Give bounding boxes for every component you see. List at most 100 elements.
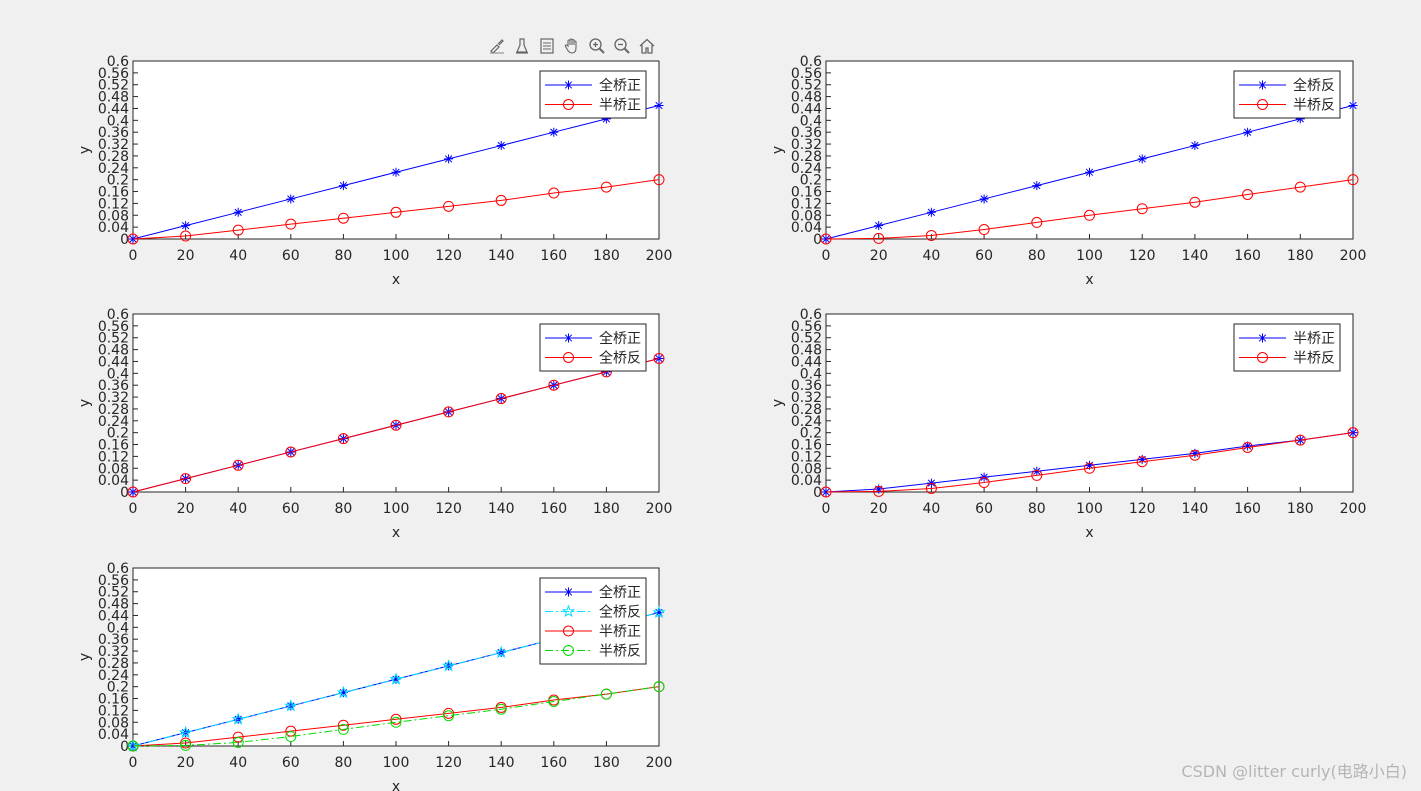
x-tick-label: 140 [488, 755, 515, 771]
y-tick-label: 0.44 [98, 608, 129, 624]
y-tick-label: 0.2 [800, 426, 822, 442]
zoom-out-button[interactable] [611, 36, 633, 56]
y-tick-label: 0.44 [791, 101, 822, 117]
x-tick-label: 100 [383, 248, 410, 264]
y-tick-label: 0.24 [98, 668, 129, 684]
x-tick-label: 140 [1182, 248, 1209, 264]
series-2 [127, 174, 665, 245]
data-point [1348, 428, 1358, 438]
y-tick-label: 0.4 [107, 113, 129, 129]
data-point [548, 379, 560, 391]
legend-box [539, 70, 647, 119]
data-point [925, 482, 937, 494]
y-tick-label: 0.56 [791, 319, 822, 335]
y-tick-label: 0.6 [107, 307, 129, 323]
data-point [494, 645, 508, 659]
data-point [654, 608, 664, 617]
x-tick-label: 60 [282, 755, 300, 771]
data-point [1031, 469, 1043, 481]
x-tick-label: 120 [435, 248, 462, 264]
y-tick-label: 0.28 [791, 402, 822, 418]
series-line [825, 179, 1354, 240]
data-point [443, 707, 455, 719]
data-point [653, 174, 665, 186]
data-point [338, 688, 348, 698]
data-point [336, 685, 350, 699]
home-button[interactable] [636, 36, 658, 56]
y-tick-label: 0.28 [98, 149, 129, 165]
data-point [337, 719, 349, 731]
y-tick-label: 0.04 [98, 727, 129, 743]
legend-entry: 全桥正 [599, 330, 641, 347]
data-point [1243, 441, 1253, 451]
legend-entry: 半桥正 [599, 624, 641, 640]
y-tick-label: 0.44 [98, 101, 129, 117]
legend-entry: 全桥反 [1293, 77, 1335, 94]
data-point [337, 212, 349, 224]
brush-button[interactable] [486, 36, 508, 56]
y-tick-label: 0.4 [107, 366, 129, 382]
series-1 [821, 101, 1358, 244]
y-tick-label: 0.16 [791, 185, 822, 201]
data-point [874, 484, 884, 494]
data-point [285, 731, 297, 743]
chart-5: 00.040.080.120.160.20.240.280.320.360.40… [77, 561, 672, 791]
legend-toggle-button[interactable] [536, 36, 558, 56]
y-axis-label: y [77, 653, 93, 661]
y-tick-label: 0.36 [98, 632, 129, 648]
series-line [132, 686, 660, 747]
x-tick-label: 60 [282, 248, 300, 264]
y-tick-label: 0.4 [800, 366, 822, 382]
x-tick-label: 160 [540, 755, 567, 771]
datatip-button[interactable] [511, 36, 533, 56]
data-point [820, 486, 832, 498]
data-point [389, 672, 403, 685]
x-tick-label: 40 [229, 248, 247, 264]
data-point [653, 681, 665, 693]
x-tick-label: 200 [646, 501, 673, 517]
y-axis-label: y [77, 399, 93, 407]
data-point [1295, 114, 1305, 124]
x-tick-label: 80 [1028, 248, 1046, 264]
x-tick-label: 80 [334, 755, 352, 771]
zoom-in-button[interactable] [586, 36, 608, 56]
y-tick-label: 0.08 [791, 208, 822, 224]
y-tick-label: 0.2 [107, 173, 129, 189]
data-point [337, 723, 349, 735]
y-tick-label: 0.6 [800, 307, 822, 323]
x-tick-label: 180 [593, 755, 620, 771]
data-point [1031, 216, 1043, 228]
y-tick-label: 0.4 [107, 620, 129, 636]
y-tick-label: 0.36 [98, 125, 129, 141]
data-point [1137, 154, 1147, 164]
y-tick-label: 0.16 [98, 438, 129, 454]
y-tick-label: 0.32 [791, 137, 822, 153]
x-tick-label: 0 [129, 755, 138, 771]
y-tick-label: 0.56 [98, 319, 129, 335]
y-tick-label: 0.44 [791, 354, 822, 370]
data-point [926, 207, 936, 217]
x-tick-label: 40 [922, 248, 940, 264]
y-tick-label: 0.04 [98, 473, 129, 489]
data-point [443, 200, 455, 212]
data-point [180, 739, 192, 751]
y-tick-label: 0.6 [107, 561, 129, 577]
y-tick-label: 0.08 [791, 461, 822, 477]
pan-button[interactable] [561, 36, 583, 56]
y-tick-label: 0.48 [98, 343, 129, 359]
data-point [180, 737, 192, 749]
legend-marker [1258, 333, 1267, 343]
data-point [1242, 189, 1254, 200]
x-tick-label: 120 [1129, 501, 1156, 517]
data-point [1084, 209, 1095, 221]
y-tick-label: 0.16 [98, 185, 129, 201]
y-tick-label: 0.08 [98, 715, 129, 731]
y-tick-label: 0.36 [791, 125, 822, 141]
series-line [825, 432, 1354, 493]
data-point [601, 114, 611, 124]
data-point [820, 233, 832, 245]
x-tick-label: 40 [229, 755, 247, 771]
x-axis-label: x [392, 525, 400, 541]
y-tick-label: 0.48 [791, 343, 822, 359]
